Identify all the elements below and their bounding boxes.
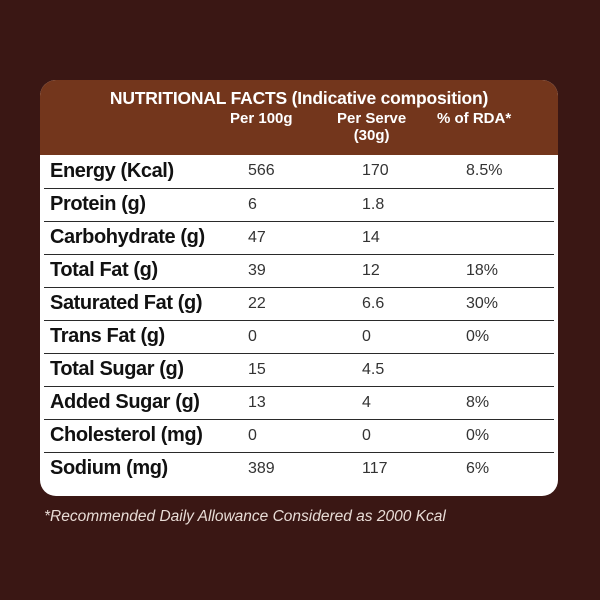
rda-value: 0% [462, 320, 554, 354]
per-100g-value: 389 [248, 459, 275, 477]
column-header-per-100g: Per 100g [230, 110, 293, 127]
table-row: Total Fat (g) 39 12 18% [44, 254, 554, 288]
per-serve-value: 170 [358, 155, 462, 189]
table-row: Added Sugar (g) 13 4 8% [44, 386, 554, 420]
per-serve-value: 0 [358, 320, 462, 354]
per-100g-value: 22 [246, 287, 358, 321]
row-label: Cholesterol (mg) [44, 419, 246, 453]
table-title: NUTRITIONAL FACTS (Indicative compositio… [109, 88, 489, 108]
column-header-per-serve-line1: Per Serve [337, 110, 407, 127]
per-serve-value: 117 [362, 459, 388, 477]
per-serve-value: 0 [358, 419, 462, 453]
per-serve-value: 6.6 [358, 287, 462, 321]
row-label: Sodium (mg) [50, 457, 168, 480]
table-row: Saturated Fat (g) 22 6.6 30% [44, 287, 554, 321]
row-label: Added Sugar (g) [44, 386, 246, 420]
rda-value: 18% [462, 254, 554, 288]
per-100g-value: 47 [246, 221, 358, 255]
rda-value: 6% [466, 459, 490, 477]
per-serve-value: 4.5 [358, 353, 462, 387]
table-row: Total Sugar (g) 15 4.5 [44, 353, 554, 387]
rda-value: 8.5% [462, 155, 554, 189]
rda-value [462, 353, 554, 387]
table-row: Sodium (mg) 389 117 6% [44, 452, 554, 485]
row-label: Protein (g) [44, 188, 246, 222]
table-row: Protein (g) 6 1.8 [44, 188, 554, 222]
table-row: Cholesterol (mg) 0 0 0% [44, 419, 554, 453]
rda-value [462, 188, 554, 222]
nutrition-panel: NUTRITIONAL FACTS (Indicative compositio… [40, 80, 558, 496]
per-100g-value: 566 [246, 155, 358, 189]
per-100g-value: 15 [246, 353, 358, 387]
row-label: Total Sugar (g) [44, 353, 246, 387]
per-100g-value: 0 [246, 419, 358, 453]
column-header-per-serve-line2: (30g) [353, 127, 390, 144]
per-100g-value: 6 [246, 188, 358, 222]
table-header: NUTRITIONAL FACTS (Indicative compositio… [40, 80, 558, 155]
rda-value: 8% [462, 386, 554, 420]
rda-footnote: *Recommended Daily Allowance Considered … [44, 508, 446, 525]
per-serve-value: 4 [358, 386, 462, 420]
rda-value: 0% [462, 419, 554, 453]
row-label: Carbohydrate (g) [44, 221, 246, 255]
column-header-per-serve: Per Serve (30g) [337, 110, 406, 144]
table-row: Energy (Kcal) 566 170 8.5% [44, 155, 554, 189]
rda-value: 30% [462, 287, 554, 321]
column-header-rda: % of RDA* [437, 110, 512, 127]
table-row: Trans Fat (g) 0 0 0% [44, 320, 554, 354]
per-serve-value: 14 [358, 221, 462, 255]
row-label: Saturated Fat (g) [44, 287, 246, 321]
per-serve-value: 1.8 [358, 188, 462, 222]
row-label: Energy (Kcal) [44, 155, 246, 189]
per-100g-value: 13 [246, 386, 358, 420]
table-row: Carbohydrate (g) 47 14 [44, 221, 554, 255]
nutrition-table: Energy (Kcal) 566 170 8.5% Protein (g) 6… [44, 155, 554, 485]
row-label: Trans Fat (g) [44, 320, 246, 354]
rda-value [462, 221, 554, 255]
per-100g-value: 0 [246, 320, 358, 354]
per-100g-value: 39 [246, 254, 358, 288]
per-serve-value: 12 [358, 254, 462, 288]
row-label: Total Fat (g) [44, 254, 246, 288]
